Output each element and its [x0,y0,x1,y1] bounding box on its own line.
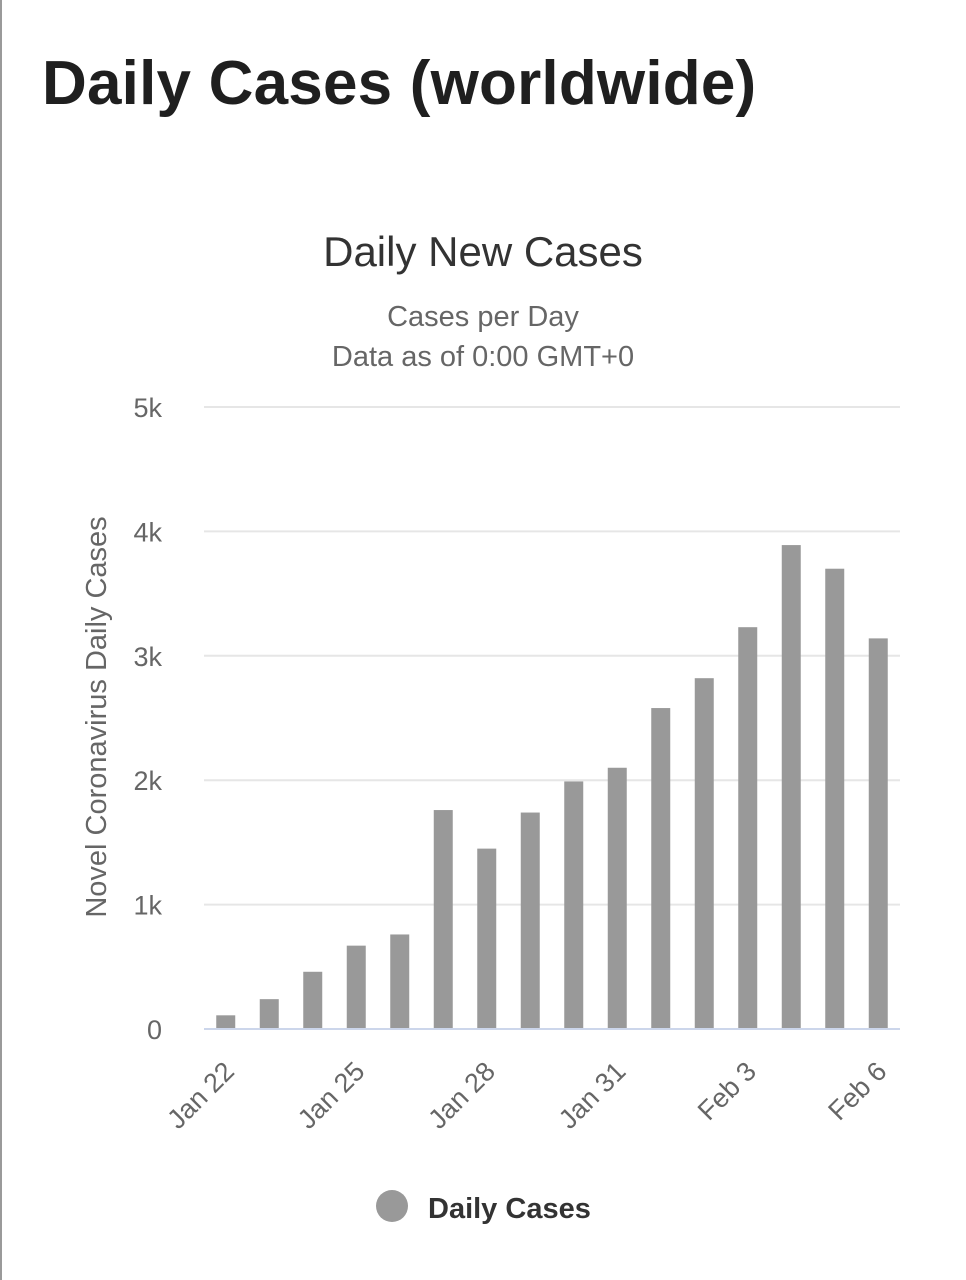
legend-marker [376,1190,408,1222]
y-tick-label: 0 [147,1015,162,1045]
chart-title: Daily New Cases [323,228,643,275]
y-tick-label: 5k [133,393,162,423]
legend[interactable]: Daily Cases [376,1190,591,1225]
x-tick-label: Jan 31 [553,1056,632,1135]
left-border [0,0,2,1280]
bar[interactable] [607,767,627,1029]
bar[interactable] [216,1015,236,1029]
bar[interactable] [868,638,888,1029]
bar[interactable] [303,971,323,1029]
y-tick-label: 3k [133,642,162,672]
bar[interactable] [564,781,584,1029]
bar[interactable] [477,848,497,1029]
y-tick-labels: 0 1k 2k 3k 4k 5k [133,393,162,1045]
bar[interactable] [694,678,714,1029]
y-tick-label: 1k [133,891,162,921]
bar[interactable] [390,934,410,1029]
y-axis-label: Novel Coronavirus Daily Cases [81,516,113,917]
x-tick-label: Jan 25 [292,1056,371,1135]
x-tick-label: Jan 28 [422,1056,501,1135]
bar[interactable] [825,568,845,1029]
bar[interactable] [433,810,453,1029]
y-tick-label: 4k [133,517,162,547]
bar[interactable] [781,545,801,1029]
chart-subtitle-line-2: Data as of 0:00 GMT+0 [332,341,634,373]
bar[interactable] [259,999,279,1029]
legend-label: Daily Cases [428,1193,591,1225]
y-tick-label: 2k [133,766,162,796]
page-heading: Daily Cases (worldwide) [42,49,757,118]
x-tick-label: Jan 22 [161,1056,240,1135]
bar[interactable] [738,627,758,1029]
bar[interactable] [651,708,671,1029]
bars [216,545,888,1029]
x-tick-label: Feb 3 [692,1056,762,1126]
x-tick-labels: Jan 22 Jan 25 Jan 28 Jan 31 Feb 3 Feb 6 [161,1056,892,1135]
x-tick-label: Feb 6 [822,1056,892,1126]
bar[interactable] [520,812,540,1029]
bar[interactable] [346,945,366,1029]
chart-subtitle-line-1: Cases per Day [387,301,579,333]
